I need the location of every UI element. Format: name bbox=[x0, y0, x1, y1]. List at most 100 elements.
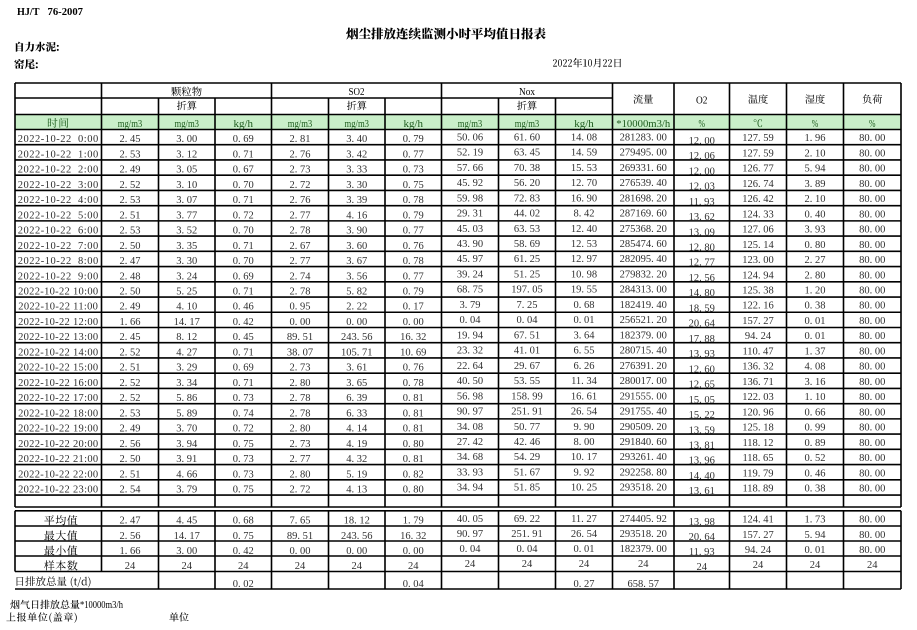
svg-text:127. 59: 127. 59 bbox=[742, 133, 774, 144]
svg-text:2022-10-22 19:00: 2022-10-22 19:00 bbox=[18, 424, 98, 435]
svg-text:3. 52: 3. 52 bbox=[176, 226, 197, 237]
svg-text:0. 46: 0. 46 bbox=[233, 302, 254, 313]
svg-text:3. 77: 3. 77 bbox=[176, 210, 197, 221]
svg-text:6. 26: 6. 26 bbox=[574, 361, 595, 372]
svg-text:12. 53: 12. 53 bbox=[571, 239, 597, 250]
svg-text:2022-10-22 18:00: 2022-10-22 18:00 bbox=[18, 408, 98, 419]
svg-text:0. 00: 0. 00 bbox=[346, 546, 367, 557]
svg-text:3. 34: 3. 34 bbox=[176, 378, 198, 389]
svg-text:24: 24 bbox=[810, 560, 821, 571]
svg-text:12. 97: 12. 97 bbox=[571, 254, 597, 265]
svg-text:290509. 20: 290509. 20 bbox=[620, 422, 667, 433]
svg-text:45. 03: 45. 03 bbox=[457, 224, 483, 235]
svg-text:13. 62: 13. 62 bbox=[689, 212, 715, 223]
svg-text:mg/m3: mg/m3 bbox=[175, 119, 200, 130]
svg-text:24: 24 bbox=[638, 559, 649, 570]
svg-text:2. 53: 2. 53 bbox=[120, 149, 141, 160]
svg-text:2022-10-22 15:00: 2022-10-22 15:00 bbox=[18, 363, 98, 374]
svg-text:%: % bbox=[699, 119, 706, 130]
svg-text:2. 45: 2. 45 bbox=[120, 332, 141, 343]
svg-text:33. 93: 33. 93 bbox=[457, 467, 483, 478]
svg-text:0. 74: 0. 74 bbox=[233, 408, 255, 419]
svg-text:0. 00: 0. 00 bbox=[346, 317, 367, 328]
svg-text:3. 16: 3. 16 bbox=[805, 377, 826, 388]
svg-text:29. 67: 29. 67 bbox=[514, 361, 540, 372]
svg-text:*10000m3/h: *10000m3/h bbox=[616, 119, 670, 130]
svg-text:127. 06: 127. 06 bbox=[742, 225, 774, 236]
svg-text:0. 81: 0. 81 bbox=[403, 424, 424, 435]
svg-text:182379. 00: 182379. 00 bbox=[620, 330, 667, 341]
svg-text:16. 32: 16. 32 bbox=[400, 332, 426, 343]
svg-text:kg/h: kg/h bbox=[574, 119, 594, 130]
svg-text:2. 52: 2. 52 bbox=[120, 378, 141, 389]
svg-text:3. 00: 3. 00 bbox=[176, 546, 197, 557]
svg-text:80. 00: 80. 00 bbox=[859, 515, 885, 526]
svg-text:24: 24 bbox=[125, 561, 136, 572]
svg-text:19. 94: 19. 94 bbox=[457, 330, 484, 341]
svg-text:69. 22: 69. 22 bbox=[514, 514, 540, 525]
svg-text:0. 42: 0. 42 bbox=[233, 317, 254, 328]
svg-text:34. 94: 34. 94 bbox=[457, 483, 484, 494]
svg-text:12. 60: 12. 60 bbox=[689, 364, 715, 375]
svg-text:52. 19: 52. 19 bbox=[457, 148, 483, 159]
svg-text:2022-10-22 10:00: 2022-10-22 10:00 bbox=[18, 287, 98, 298]
svg-text:42. 46: 42. 46 bbox=[514, 437, 540, 448]
svg-text:56. 98: 56. 98 bbox=[457, 391, 483, 402]
svg-text:4. 13: 4. 13 bbox=[346, 484, 367, 495]
svg-text:80. 00: 80. 00 bbox=[859, 148, 885, 159]
svg-text:0. 70: 0. 70 bbox=[233, 180, 254, 191]
svg-text:0. 00: 0. 00 bbox=[403, 317, 424, 328]
svg-text:80. 00: 80. 00 bbox=[859, 164, 885, 175]
svg-text:2. 51: 2. 51 bbox=[120, 469, 141, 480]
svg-text:2. 51: 2. 51 bbox=[120, 363, 141, 374]
svg-text:4. 45: 4. 45 bbox=[176, 516, 197, 527]
svg-text:51. 85: 51. 85 bbox=[514, 483, 540, 494]
svg-text:89. 51: 89. 51 bbox=[287, 332, 313, 343]
svg-text:9. 92: 9. 92 bbox=[574, 467, 595, 478]
svg-text:11. 93: 11. 93 bbox=[689, 197, 715, 208]
svg-text:3. 05: 3. 05 bbox=[176, 165, 197, 176]
svg-text:2. 51: 2. 51 bbox=[120, 210, 141, 221]
svg-text:3. 79: 3. 79 bbox=[460, 300, 481, 311]
svg-text:14. 40: 14. 40 bbox=[689, 471, 715, 482]
svg-text:3. 10: 3. 10 bbox=[176, 180, 197, 191]
svg-text:0. 01: 0. 01 bbox=[574, 544, 595, 555]
svg-text:80. 00: 80. 00 bbox=[859, 286, 885, 297]
svg-text:276539. 40: 276539. 40 bbox=[620, 178, 667, 189]
svg-text:0. 82: 0. 82 bbox=[403, 469, 424, 480]
svg-text:13. 09: 13. 09 bbox=[689, 227, 715, 238]
svg-text:3. 00: 3. 00 bbox=[176, 134, 197, 145]
svg-text:24: 24 bbox=[238, 561, 249, 572]
svg-text:2. 78: 2. 78 bbox=[290, 408, 311, 419]
svg-text:0. 71: 0. 71 bbox=[233, 378, 254, 389]
svg-text:0. 00: 0. 00 bbox=[403, 546, 424, 557]
svg-text:13. 98: 13. 98 bbox=[689, 517, 715, 528]
svg-text:16. 61: 16. 61 bbox=[571, 391, 597, 402]
svg-text:14. 08: 14. 08 bbox=[571, 132, 597, 143]
svg-text:0. 75: 0. 75 bbox=[233, 531, 254, 542]
svg-text:12. 03: 12. 03 bbox=[689, 182, 715, 193]
svg-text:2022-10-22 8:00: 2022-10-22 8:00 bbox=[18, 256, 99, 267]
svg-text:0. 80: 0. 80 bbox=[805, 240, 826, 251]
svg-text:22. 64: 22. 64 bbox=[457, 361, 484, 372]
svg-text:2022-10-22 7:00: 2022-10-22 7:00 bbox=[18, 241, 99, 252]
svg-text:2022-10-22 2:00: 2022-10-22 2:00 bbox=[18, 165, 99, 176]
svg-text:mg/m3: mg/m3 bbox=[458, 119, 483, 130]
svg-text:mg/m3: mg/m3 bbox=[345, 119, 370, 130]
svg-text:2. 56: 2. 56 bbox=[120, 531, 141, 542]
svg-text:*10000m3/h: *10000m3/h bbox=[80, 600, 123, 611]
svg-text:3. 56: 3. 56 bbox=[346, 271, 367, 282]
svg-text:61. 60: 61. 60 bbox=[514, 132, 540, 143]
svg-text:80. 00: 80. 00 bbox=[859, 194, 885, 205]
svg-text:3. 89: 3. 89 bbox=[805, 179, 826, 190]
svg-text:2. 78: 2. 78 bbox=[290, 287, 311, 298]
svg-text:0. 81: 0. 81 bbox=[403, 408, 424, 419]
svg-text:12. 40: 12. 40 bbox=[571, 224, 597, 235]
svg-text:5. 25: 5. 25 bbox=[176, 287, 197, 298]
svg-text:158. 99: 158. 99 bbox=[511, 391, 543, 402]
svg-text:18. 12: 18. 12 bbox=[344, 516, 370, 527]
svg-text:0. 71: 0. 71 bbox=[233, 195, 254, 206]
svg-text:51. 25: 51. 25 bbox=[514, 269, 540, 280]
svg-text:0. 01: 0. 01 bbox=[805, 545, 826, 556]
svg-text:3. 40: 3. 40 bbox=[346, 134, 367, 145]
